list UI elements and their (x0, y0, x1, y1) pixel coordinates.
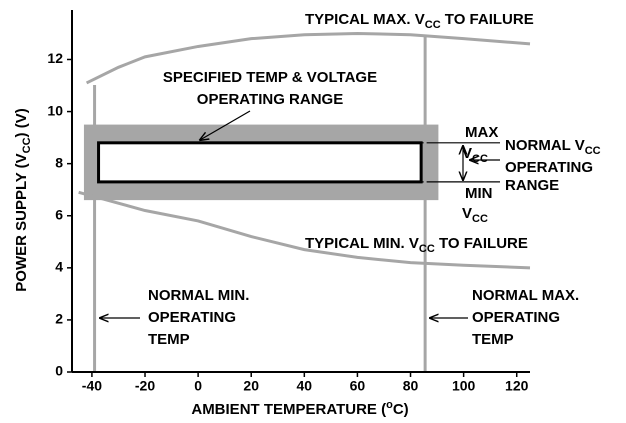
curve-label: TYPICAL MAX. VCC TO FAILURE (305, 11, 534, 31)
x-tick-label: 0 (194, 378, 202, 394)
annotation: TEMP (472, 331, 514, 348)
text-part: TYPICAL MAX. V (305, 11, 425, 28)
annotation: NORMAL VCC (505, 137, 601, 157)
text-part: o (386, 399, 393, 411)
failure-curve (78, 190, 531, 270)
y-tick-label: 0 (55, 363, 63, 379)
text-part: TYPICAL MIN. V (305, 235, 419, 252)
x-tick-label: -20 (135, 378, 155, 394)
text-part: TEMP (148, 331, 190, 348)
text-part: OPERATING (505, 159, 593, 176)
text-part: CC (425, 19, 441, 31)
text-part: OPERATING (472, 309, 560, 326)
annotation: OPERATING RANGE (197, 91, 343, 108)
x-tick-label: 120 (505, 378, 529, 394)
x-tick-label: 100 (452, 378, 476, 394)
text-part: NORMAL MAX. (472, 287, 579, 304)
y-axis-label: POWER SUPPLY (VCC) (V) (13, 108, 33, 291)
annotation: OPERATING (148, 309, 236, 326)
y-tick-label: 12 (47, 50, 63, 66)
annotation: MAX (465, 124, 498, 141)
text-part: TEMP (472, 331, 514, 348)
y-tick-label: 8 (55, 154, 63, 170)
text-part: TO FAILURE (435, 235, 528, 252)
failure-curve (85, 31, 531, 85)
text-part: OPERATING (148, 309, 236, 326)
arrows (100, 110, 500, 318)
x-tick-label: 80 (403, 378, 419, 394)
annotation: MIN (465, 185, 493, 202)
x-tick-label: 20 (243, 378, 259, 394)
text-part: CC (419, 243, 435, 255)
text-part: RANGE (505, 177, 559, 194)
text-part: NORMAL MIN. (148, 287, 249, 304)
y-tick-label: 4 (55, 259, 63, 275)
arrow (200, 110, 251, 140)
text-part: POWER SUPPLY (V (13, 153, 30, 291)
annotation: OPERATING (472, 309, 560, 326)
annotation: SPECIFIED TEMP & VOLTAGE (163, 69, 377, 86)
annotation: NORMAL MAX. (472, 287, 579, 304)
x-tick-label: -40 (82, 378, 102, 394)
annotation: VCC (462, 205, 488, 225)
text-part: ) (V) (13, 108, 30, 137)
text-part: TO FAILURE (441, 11, 534, 28)
y-tick-label: 2 (55, 311, 63, 327)
text-part: OPERATING RANGE (197, 91, 343, 108)
x-axis-label: AMBIENT TEMPERATURE (oC) (191, 399, 408, 418)
annotation: TEMP (148, 331, 190, 348)
curve-label: TYPICAL MIN. VCC TO FAILURE (305, 235, 528, 255)
text-part: V (462, 205, 472, 222)
annotation: RANGE (505, 177, 559, 194)
text-part: C) (393, 401, 409, 418)
text-part: CC (21, 137, 33, 153)
y-tick-label: 6 (55, 206, 63, 222)
x-tick-label: 40 (297, 378, 313, 394)
x-tick-label: 60 (350, 378, 366, 394)
text-part: NORMAL V (505, 137, 585, 154)
text-part: MIN (465, 185, 493, 202)
text-part: CC (472, 213, 488, 225)
annotation: NORMAL MIN. (148, 287, 249, 304)
range-box (97, 141, 423, 184)
text-part: CC (472, 153, 488, 165)
text-part: MAX (465, 124, 498, 141)
annotation: OPERATING (505, 159, 593, 176)
annotation: VCC (462, 145, 488, 165)
y-tick-label: 10 (47, 102, 63, 118)
text-part: CC (585, 145, 601, 157)
text-part: SPECIFIED TEMP & VOLTAGE (163, 69, 377, 86)
text-part: AMBIENT TEMPERATURE ( (191, 401, 386, 418)
